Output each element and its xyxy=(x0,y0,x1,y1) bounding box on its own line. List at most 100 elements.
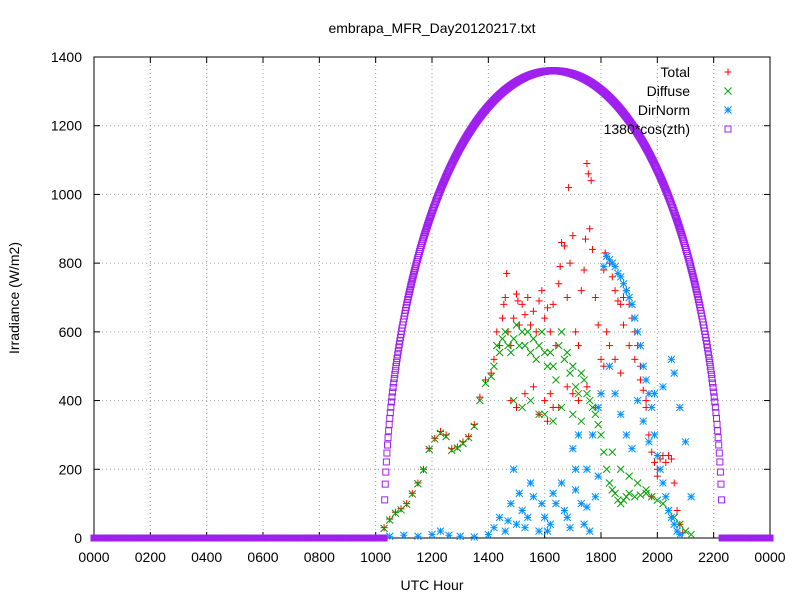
data-point xyxy=(487,369,495,377)
data-point xyxy=(625,489,634,498)
data-point xyxy=(585,527,594,535)
data-point xyxy=(543,527,552,535)
data-point xyxy=(580,266,588,274)
data-point xyxy=(583,503,591,511)
data-point xyxy=(577,499,586,508)
data-point xyxy=(529,334,538,343)
data-point xyxy=(676,227,684,235)
data-point xyxy=(681,437,690,446)
data-point xyxy=(507,499,515,508)
data-point xyxy=(574,342,582,350)
data-point xyxy=(524,294,532,301)
data-point xyxy=(633,479,642,487)
data-point xyxy=(608,448,617,456)
data-point xyxy=(605,362,614,371)
data-point xyxy=(642,489,650,498)
data-point xyxy=(667,355,676,364)
data-point xyxy=(617,369,625,377)
data-point xyxy=(563,294,571,301)
data-point xyxy=(583,160,591,168)
data-point xyxy=(653,472,661,480)
legend: Total Diffuse DirNorm 1380*cos(zth) xyxy=(604,64,732,137)
data-point xyxy=(518,506,526,515)
data-point xyxy=(421,230,429,238)
data-point xyxy=(588,403,597,412)
y-tick-label: 200 xyxy=(59,461,83,477)
data-point xyxy=(529,492,538,501)
data-point xyxy=(389,388,397,396)
data-point xyxy=(656,465,665,474)
data-point xyxy=(495,348,504,357)
x-tick-label: 1600 xyxy=(529,549,560,565)
data-point xyxy=(504,341,512,350)
data-point xyxy=(393,355,401,363)
data-point xyxy=(546,328,554,336)
x-tick-label: 0200 xyxy=(135,549,166,565)
x-tick-label: 2200 xyxy=(698,549,729,565)
data-point xyxy=(385,420,393,428)
data-point xyxy=(552,376,560,384)
data-point xyxy=(583,389,591,398)
data-point xyxy=(445,531,453,540)
data-point xyxy=(409,271,417,279)
data-point xyxy=(577,369,586,377)
data-point xyxy=(532,328,540,336)
data-point xyxy=(631,355,639,363)
data-point xyxy=(566,369,574,377)
data-point xyxy=(636,341,645,350)
data-point xyxy=(707,366,715,374)
data-point xyxy=(630,314,639,322)
data-point xyxy=(597,355,605,363)
data-point xyxy=(552,499,560,508)
data-point xyxy=(616,410,625,419)
data-point xyxy=(594,321,602,329)
legend-marker xyxy=(724,68,732,76)
x-tick-label: 0800 xyxy=(304,549,335,565)
data-point xyxy=(500,300,508,308)
data-point xyxy=(543,417,551,425)
data-point xyxy=(390,375,398,383)
data-point xyxy=(501,527,510,535)
data-point xyxy=(501,294,509,301)
data-point xyxy=(419,466,428,474)
data-point xyxy=(716,468,724,476)
data-point xyxy=(659,479,667,487)
data-point xyxy=(555,280,563,288)
data-point xyxy=(546,348,555,357)
data-point xyxy=(384,434,392,442)
data-point xyxy=(549,300,557,308)
data-point xyxy=(521,341,529,350)
data-point xyxy=(673,507,681,515)
data-point xyxy=(388,393,396,401)
data-point xyxy=(385,516,394,524)
data-point xyxy=(599,262,608,271)
data-point xyxy=(714,434,722,442)
x-tick-label: 0000 xyxy=(754,549,785,565)
data-point xyxy=(512,520,521,529)
data-point xyxy=(563,348,572,357)
grid xyxy=(94,57,770,538)
data-point xyxy=(639,417,648,426)
data-point xyxy=(383,441,391,449)
data-point xyxy=(556,263,564,271)
data-point xyxy=(515,341,524,350)
series-layer xyxy=(90,67,774,542)
data-point xyxy=(667,455,675,463)
data-point xyxy=(509,334,518,343)
data-point xyxy=(645,437,653,446)
data-point xyxy=(642,376,650,384)
x-tick-label: 0400 xyxy=(191,549,222,565)
data-point xyxy=(476,393,484,401)
data-point xyxy=(577,417,586,426)
data-point xyxy=(512,321,521,329)
data-point xyxy=(569,232,577,240)
data-point xyxy=(647,492,656,501)
data-point xyxy=(532,355,541,364)
data-point xyxy=(391,366,399,374)
data-point xyxy=(492,341,501,350)
data-point xyxy=(518,328,526,336)
data-point xyxy=(688,269,696,277)
legend-marker xyxy=(724,87,732,95)
legend-label: 1380*cos(zth) xyxy=(604,121,690,137)
data-point xyxy=(484,530,493,539)
